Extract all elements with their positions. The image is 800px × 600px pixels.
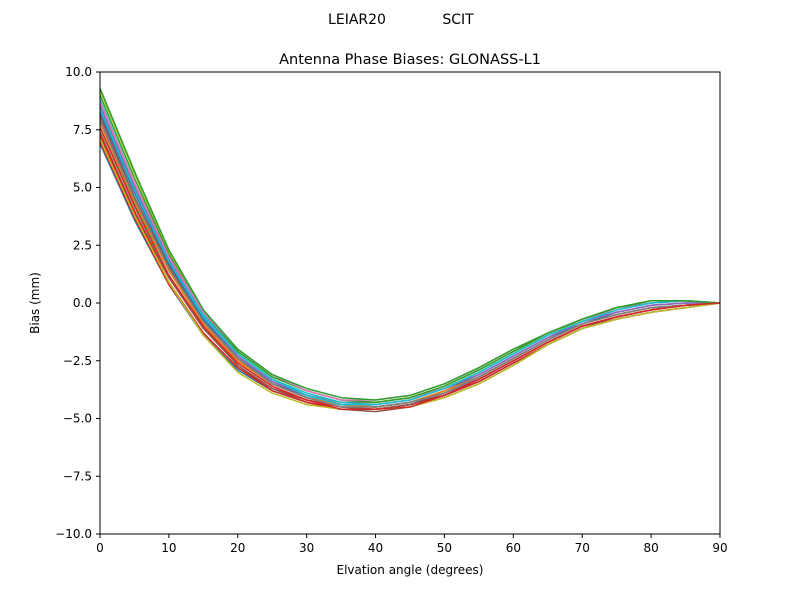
y-tick-label: 0.0 — [73, 296, 92, 310]
y-axis-ticks: −10.0 −7.5 −5.0 −2.5 0.0 2.5 5.0 7.5 10.0 — [55, 65, 100, 541]
x-tick-label: 80 — [643, 541, 658, 555]
y-tick-label: −5.0 — [63, 412, 92, 426]
x-axis-label: Elvation angle (degrees) — [337, 563, 484, 577]
series-line-22 — [100, 127, 720, 411]
suptitle-left: LEIAR20 — [328, 12, 386, 28]
x-tick-label: 20 — [230, 541, 245, 555]
x-tick-label: 50 — [437, 541, 452, 555]
x-tick-label: 70 — [575, 541, 590, 555]
y-tick-label: −10.0 — [55, 527, 92, 541]
x-tick-label: 0 — [96, 541, 104, 555]
series-layer — [100, 87, 720, 413]
x-tick-label: 60 — [506, 541, 521, 555]
x-axis-ticks: 0 10 20 30 40 50 60 70 80 90 — [96, 534, 728, 555]
y-tick-label: 10.0 — [65, 65, 92, 79]
plot-frame — [99, 71, 721, 535]
y-tick-label: 7.5 — [73, 123, 92, 137]
y-axis-label: Bias (mm) — [28, 272, 42, 334]
x-tick-label: 10 — [161, 541, 176, 555]
y-tick-label: −2.5 — [63, 354, 92, 368]
series-line-18 — [100, 120, 720, 408]
y-tick-label: −7.5 — [63, 469, 92, 483]
series-line-21 — [100, 87, 720, 401]
x-tick-label: 90 — [712, 541, 727, 555]
y-tick-label: 5.0 — [73, 181, 92, 195]
x-tick-label: 30 — [299, 541, 314, 555]
chart-title: Antenna Phase Biases: GLONASS-L1 — [279, 52, 541, 68]
suptitle-right: SCIT — [442, 12, 474, 28]
series-line-20 — [100, 108, 720, 406]
y-tick-label: 2.5 — [73, 238, 92, 252]
x-tick-label: 40 — [368, 541, 383, 555]
